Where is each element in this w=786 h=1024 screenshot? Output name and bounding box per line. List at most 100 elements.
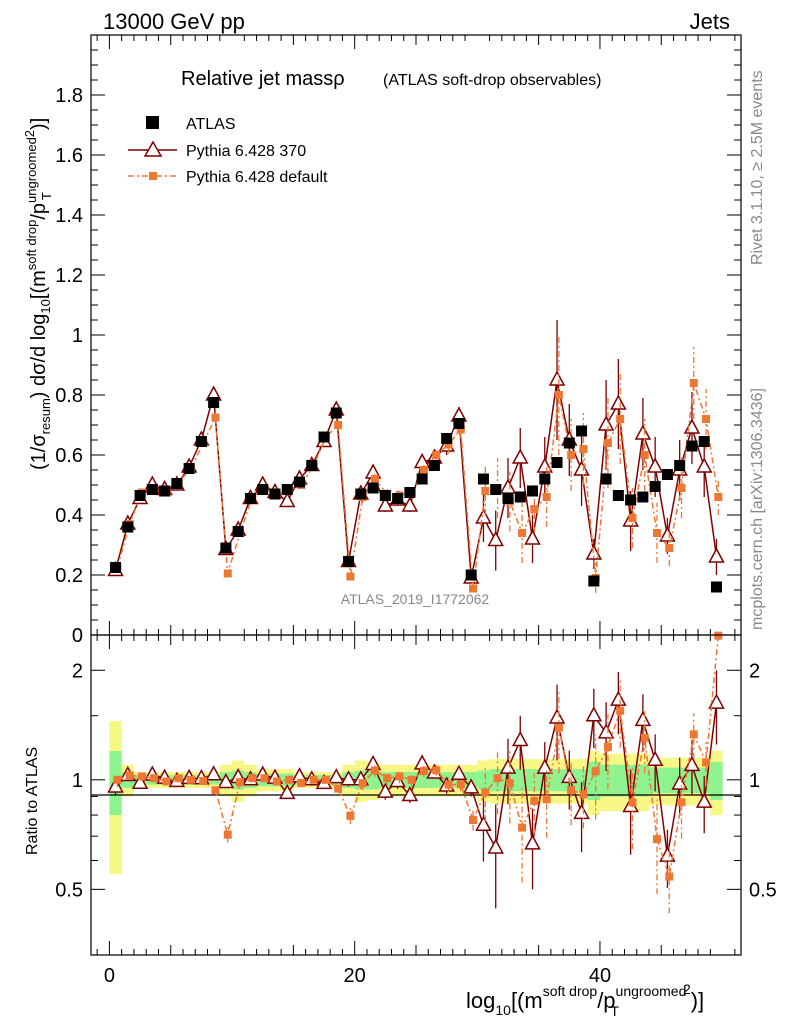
ratio-y-tick-label: 1 bbox=[72, 770, 83, 792]
ratio-data-point bbox=[640, 733, 649, 742]
data-point bbox=[195, 436, 207, 447]
y-tick-label: 1.6 bbox=[55, 145, 83, 167]
ratio-y-tick-label: 2 bbox=[72, 660, 83, 682]
data-point bbox=[563, 437, 575, 449]
data-point bbox=[334, 421, 343, 429]
legend-marker-370 bbox=[143, 140, 163, 157]
data-point bbox=[579, 445, 588, 453]
data-point bbox=[377, 496, 394, 512]
subtitle-text: (ATLAS soft-drop observables) bbox=[383, 72, 601, 89]
data-point bbox=[278, 491, 296, 508]
mcplots-label: mcplots.cern.ch [arXiv:1306.3436] bbox=[749, 388, 766, 630]
data-point bbox=[441, 433, 453, 444]
data-point bbox=[257, 484, 269, 495]
data-point bbox=[499, 478, 517, 494]
data-point bbox=[597, 415, 615, 431]
data-point bbox=[211, 413, 220, 422]
ratio-data-point bbox=[462, 778, 480, 794]
ratio-data-point bbox=[456, 780, 465, 789]
series-line bbox=[116, 382, 720, 589]
ratio-series-pythia-default bbox=[113, 631, 723, 914]
data-point bbox=[122, 521, 134, 533]
y-tick-label: 0.4 bbox=[55, 505, 83, 527]
y-tick-label: 0 bbox=[72, 625, 83, 647]
ratio-data-point bbox=[530, 796, 539, 805]
data-point bbox=[281, 484, 293, 495]
y-tick-label: 0.8 bbox=[55, 385, 83, 407]
ratio-data-point bbox=[205, 765, 222, 781]
data-point bbox=[689, 379, 698, 387]
data-point bbox=[346, 572, 355, 581]
ratio-data-point bbox=[524, 834, 541, 850]
ratio-data-point bbox=[487, 838, 504, 854]
ratio-data-point bbox=[677, 798, 686, 807]
data-point bbox=[702, 415, 711, 423]
data-point bbox=[475, 508, 492, 524]
y-tick-label: 1.8 bbox=[55, 85, 83, 107]
data-point bbox=[453, 418, 465, 429]
ratio-data-point bbox=[444, 780, 453, 789]
ratio-data-point bbox=[211, 786, 220, 795]
ratio-data-point bbox=[131, 773, 149, 789]
ratio-data-point bbox=[493, 774, 502, 783]
ratio-band-inner bbox=[477, 770, 490, 790]
data-point bbox=[419, 466, 428, 474]
data-point bbox=[392, 493, 404, 504]
ratio-data-point bbox=[358, 779, 367, 788]
svg-text:(1/σresum) dσ/d log10[(msoft d: (1/σresum) dσ/d log10[(msoft drop/pungro… bbox=[22, 118, 54, 470]
ratio-data-point bbox=[714, 631, 723, 640]
data-point bbox=[542, 493, 551, 501]
ratio-data-point bbox=[481, 788, 490, 797]
ratio-data-point bbox=[248, 774, 257, 783]
ratio-data-point bbox=[591, 767, 600, 776]
data-point bbox=[146, 484, 158, 495]
data-point bbox=[208, 397, 220, 408]
data-point bbox=[502, 493, 514, 504]
data-point bbox=[616, 415, 625, 423]
data-point bbox=[610, 394, 627, 410]
ratio-y-tick-label-right: 1 bbox=[749, 770, 760, 792]
data-point bbox=[714, 493, 723, 501]
x-tick-label: 0 bbox=[104, 965, 115, 987]
data-point bbox=[244, 493, 256, 504]
ratio-data-point bbox=[567, 785, 576, 794]
ratio-data-point bbox=[432, 766, 441, 775]
data-point bbox=[527, 485, 539, 497]
ratio-data-point bbox=[573, 803, 590, 820]
ratio-data-point bbox=[469, 816, 478, 825]
ratio-data-point bbox=[708, 693, 725, 709]
ratio-band-inner bbox=[514, 769, 527, 792]
data-point bbox=[612, 490, 624, 501]
legend-label-atlas: ATLAS bbox=[186, 116, 236, 133]
ratio-data-point bbox=[285, 775, 294, 784]
data-point bbox=[637, 491, 649, 503]
data-point bbox=[477, 473, 489, 485]
legend-marker-atlas bbox=[146, 116, 159, 129]
ratio-data-point bbox=[383, 774, 392, 783]
y-tick-label: 0.6 bbox=[55, 445, 83, 467]
process-label: 13000 GeV pp bbox=[103, 9, 245, 34]
data-point bbox=[708, 547, 725, 563]
data-point bbox=[511, 448, 529, 464]
data-point bbox=[695, 457, 713, 473]
main-panel: 0 0.2 0.4 0.6 0.8 1 1.2 1.4 1.6 1.8 bbox=[55, 34, 742, 647]
ratio-data-point bbox=[328, 768, 345, 784]
data-point bbox=[159, 485, 171, 497]
data-point bbox=[640, 451, 649, 459]
ratio-panel: 0 20 40 0.5 0.5 1 1 2 2 bbox=[55, 631, 777, 987]
data-point bbox=[490, 484, 502, 495]
data-point bbox=[293, 476, 305, 488]
svg-text:log10[(msoft drop/pungroomedT2: log10[(msoft drop/pungroomed T2)] bbox=[466, 981, 704, 1019]
ratio-data-point bbox=[616, 706, 625, 715]
ratio-data-point bbox=[321, 775, 330, 784]
ratio-data-point bbox=[162, 777, 171, 786]
data-point bbox=[567, 451, 576, 459]
ratio-data-point bbox=[610, 690, 627, 706]
ratio-data-point bbox=[695, 792, 713, 808]
ratio-data-point bbox=[450, 764, 468, 781]
ratio-data-point bbox=[260, 774, 269, 783]
ratio-y-tick-label-right: 2 bbox=[749, 660, 760, 682]
legend-label-370: Pythia 6.428 370 bbox=[186, 143, 306, 160]
data-point bbox=[683, 418, 701, 434]
ratio-band-inner bbox=[526, 769, 539, 792]
